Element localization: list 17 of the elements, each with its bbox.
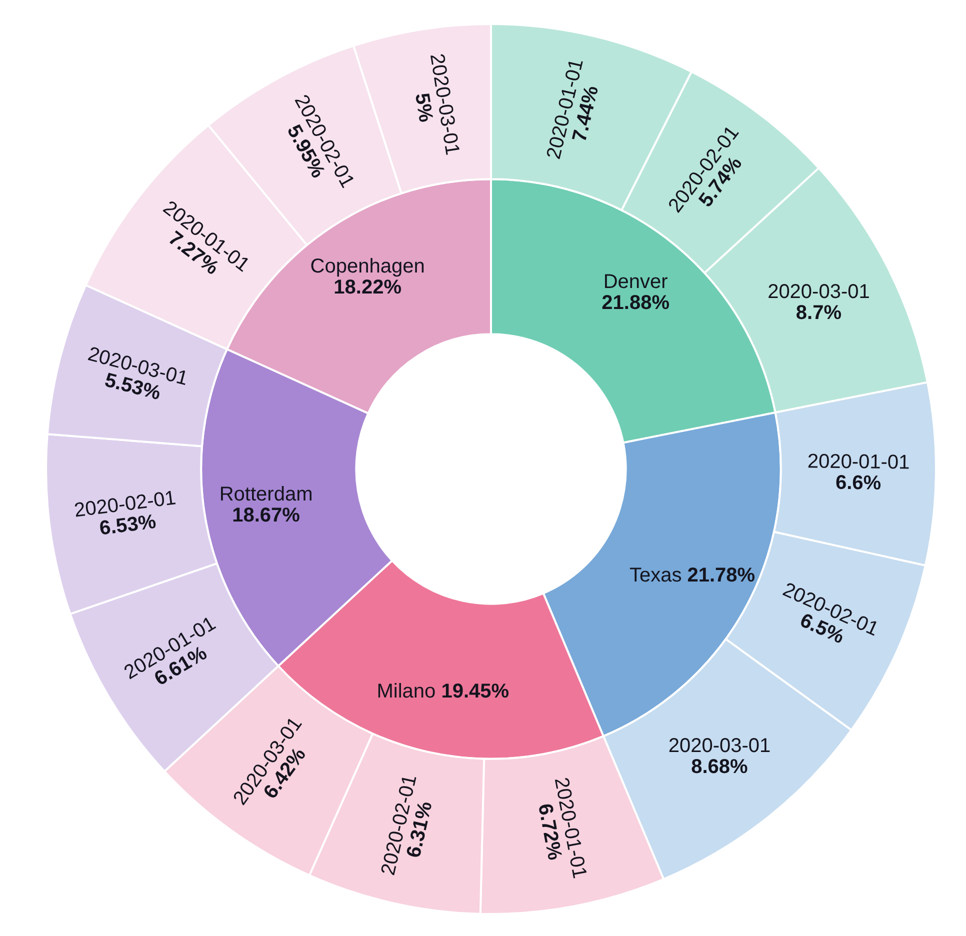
- data-label: 18.22%: [334, 276, 402, 298]
- category-label: Rotterdam: [219, 483, 313, 506]
- data-label: 18.67%: [232, 504, 300, 526]
- category-label: Denver: [603, 270, 668, 293]
- category-label: Texas: [629, 564, 682, 586]
- text: 2020-03-01: [768, 280, 870, 303]
- data-label: 6.6%: [835, 472, 882, 494]
- data-label: 19.45%: [441, 680, 510, 702]
- data-label: 8.68%: [691, 756, 748, 778]
- data-label: 21.78%: [687, 564, 756, 586]
- text: 2020-03-01: [668, 734, 771, 757]
- category-label: Milano: [376, 680, 436, 702]
- data-label: 8.7%: [796, 302, 842, 324]
- text: 2020-01-01: [807, 450, 910, 474]
- data-label: 21.88%: [602, 292, 670, 314]
- data-label: 5%: [410, 92, 437, 124]
- category-label: Copenhagen: [310, 255, 425, 278]
